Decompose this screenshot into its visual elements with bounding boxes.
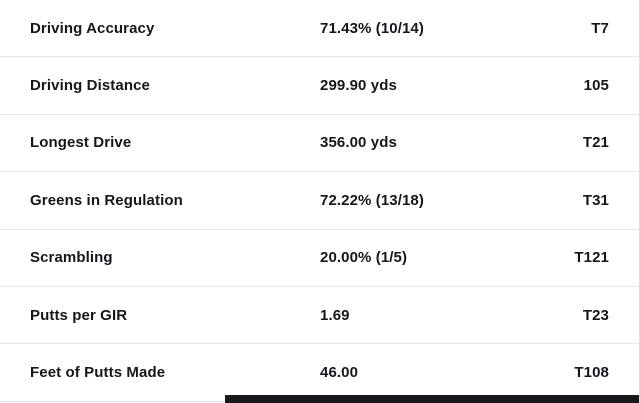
- table-row: Driving Accuracy 71.43% (10/14) T7: [0, 0, 639, 58]
- stat-label: Longest Drive: [30, 134, 132, 152]
- stat-rank: T21: [582, 134, 609, 152]
- stat-value: 46.00: [320, 364, 359, 382]
- stat-rank: T108: [574, 364, 609, 382]
- stat-label: Driving Distance: [30, 77, 150, 95]
- stat-rank: T7: [591, 19, 609, 37]
- stat-value: 356.00 yds: [320, 134, 397, 152]
- table-row: Greens in Regulation 72.22% (13/18) T31: [0, 172, 639, 230]
- stat-value: 71.43% (10/14): [320, 19, 424, 37]
- stat-value: 1.69: [320, 306, 350, 324]
- table-row: Longest Drive 356.00 yds T21: [0, 114, 639, 173]
- next-section-dark-edge: [225, 395, 639, 403]
- stat-rank: T23: [582, 306, 609, 324]
- stat-value: 20.00% (1/5): [320, 249, 408, 267]
- stat-value: 72.22% (13/18): [320, 191, 424, 209]
- stat-label: Feet of Putts Made: [30, 364, 166, 382]
- stat-label: Greens in Regulation: [30, 191, 183, 209]
- table-row: Feet of Putts Made 46.00 T108: [0, 344, 639, 402]
- table-row: Driving Distance 299.90 yds 105: [0, 57, 639, 115]
- table-row: Scrambling 20.00% (1/5) T121: [0, 229, 639, 287]
- stat-value: 299.90 yds: [320, 77, 397, 95]
- stat-label: Putts per GIR: [30, 306, 128, 324]
- table-row: Putts per GIR 1.69 T23: [0, 286, 639, 345]
- stat-rank: T121: [574, 249, 609, 267]
- stat-rank: 105: [583, 77, 609, 95]
- stat-rank: T31: [582, 191, 609, 209]
- stat-label: Scrambling: [30, 249, 113, 267]
- stat-label: Driving Accuracy: [30, 19, 155, 37]
